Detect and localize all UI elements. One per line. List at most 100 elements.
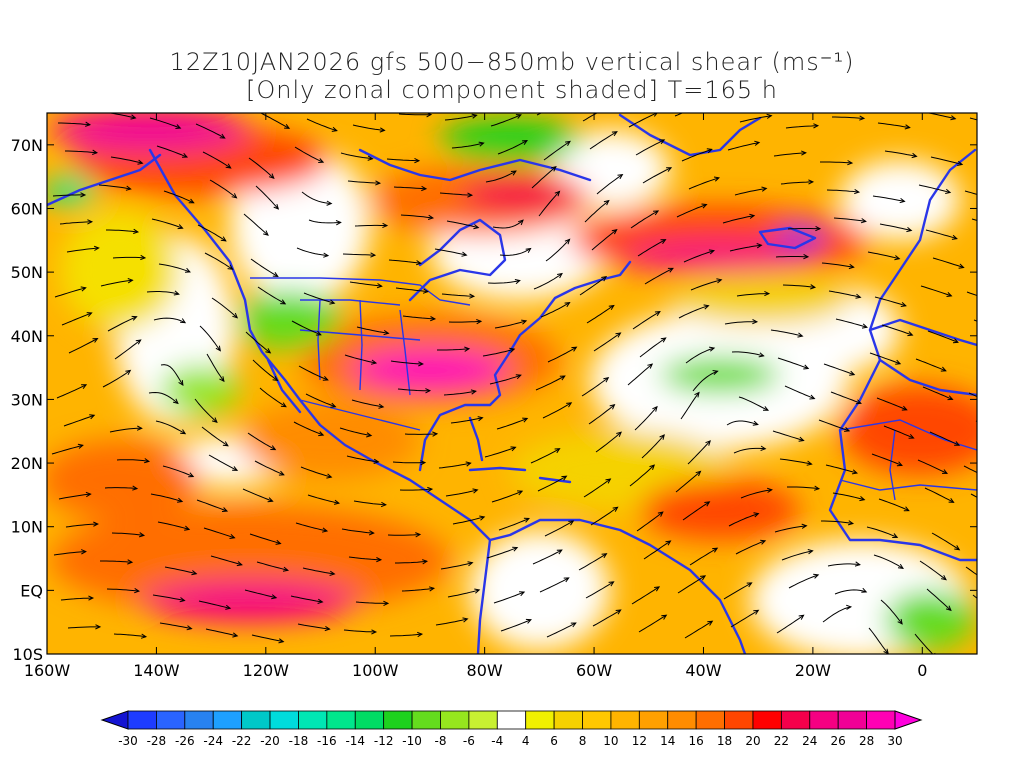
streamline <box>878 498 910 512</box>
streamline <box>339 427 372 437</box>
streamline <box>788 574 819 589</box>
colorbar-label: -22 <box>232 734 252 748</box>
streamline <box>739 115 772 123</box>
streamline-arrowhead <box>135 339 142 345</box>
streamline-arrowhead <box>993 402 998 406</box>
streamline <box>486 547 518 559</box>
political-borders <box>250 277 977 501</box>
streamline-arrowhead <box>954 441 961 446</box>
streamline-arrowhead <box>188 472 195 478</box>
streamline-arrowhead <box>950 115 957 121</box>
streamline <box>733 447 766 454</box>
streamline-arrowhead <box>797 332 804 338</box>
streamline-arrowhead <box>462 617 469 623</box>
streamline-arrowhead <box>133 228 140 234</box>
streamline-arrowhead <box>657 511 664 517</box>
streamline-arrowhead <box>474 588 481 594</box>
streamline-arrowhead <box>272 272 279 277</box>
streamline-arrowhead <box>271 594 278 600</box>
lat-label: 40N <box>11 327 43 346</box>
streamline-arrowhead <box>695 470 702 477</box>
streamline-arrowhead <box>554 448 561 454</box>
streamline-arrowhead <box>125 185 132 191</box>
streamline <box>777 357 809 369</box>
streamline <box>349 281 382 287</box>
streamline <box>452 516 485 525</box>
streamline-arrowhead <box>422 288 429 294</box>
streamline-arrowhead <box>611 131 618 137</box>
colorbar-label: 16 <box>689 734 704 748</box>
streamline <box>682 501 710 521</box>
streamline <box>773 152 806 157</box>
streamline <box>490 114 522 127</box>
streamline-arrowhead <box>901 405 908 411</box>
streamline-arrowhead <box>81 549 87 555</box>
streamline <box>589 131 618 150</box>
streamline <box>978 522 1006 538</box>
streamline <box>964 190 977 195</box>
streamline-arrowhead <box>749 213 756 219</box>
streamline-arrowhead <box>568 520 575 526</box>
streamline-arrowhead <box>947 395 954 401</box>
streamline-arrowhead <box>988 477 993 481</box>
streamline <box>674 113 684 117</box>
streamline-arrowhead <box>478 141 485 147</box>
streamline-arrowhead <box>280 402 287 408</box>
streamline <box>243 213 269 236</box>
streamline-arrowhead <box>375 180 382 186</box>
streamline <box>925 229 957 240</box>
colorbar-label: -6 <box>463 734 475 748</box>
streamline-arrowhead <box>518 219 524 226</box>
streamline <box>114 339 141 360</box>
streamline <box>729 244 762 252</box>
streamline-arrowhead <box>942 469 949 474</box>
streamline-arrowhead <box>333 499 341 505</box>
streamline <box>832 492 865 501</box>
streamline-arrowhead <box>376 557 383 563</box>
streamline-arrowhead <box>948 498 955 503</box>
streamline-arrowhead <box>221 507 229 512</box>
streamline-arrowhead <box>848 263 855 270</box>
streamline <box>639 337 666 358</box>
streamline <box>822 606 852 623</box>
streamline <box>152 594 185 601</box>
streamline <box>98 184 131 190</box>
streamline-arrowhead <box>752 319 759 325</box>
streamline <box>735 540 766 555</box>
streamline-arrowhead <box>659 139 666 145</box>
streamline-arrowhead <box>998 225 1003 229</box>
streamline-arrowhead <box>510 446 517 452</box>
streamline <box>100 560 133 563</box>
streamline-arrowhead <box>564 301 571 308</box>
streamline-arrowhead <box>93 521 99 527</box>
streamline-arrowhead <box>376 283 383 289</box>
streamline <box>199 325 221 351</box>
streamline-arrowhead <box>803 364 810 370</box>
streamline-arrowhead <box>557 272 563 279</box>
streamline-arrowhead <box>275 539 282 545</box>
streamline-arrowhead <box>211 417 218 423</box>
streamline-arrowhead <box>855 293 862 299</box>
streamline <box>446 220 479 229</box>
streamline-arrowhead <box>701 203 708 209</box>
streamline-arrowhead <box>606 105 611 109</box>
streamline <box>254 460 284 476</box>
colorbar-swatch <box>582 710 612 730</box>
streamline <box>926 588 952 611</box>
streamline <box>922 386 953 400</box>
streamline <box>257 286 286 305</box>
streamline <box>873 554 904 569</box>
streamline <box>155 420 186 435</box>
streamline-arrowhead <box>1006 374 1011 378</box>
streamline <box>203 527 235 539</box>
streamline-arrowhead <box>952 338 959 344</box>
streamline <box>722 215 755 224</box>
colorbar-arrow-right <box>894 710 923 730</box>
streamline-arrowhead <box>560 100 565 104</box>
streamline <box>63 414 95 427</box>
streamline <box>595 431 622 453</box>
streamline-arrowhead <box>603 199 610 206</box>
streamline-arrowhead <box>432 431 439 437</box>
streamline-arrowhead <box>647 363 654 369</box>
streamline-arrowhead <box>906 227 913 233</box>
